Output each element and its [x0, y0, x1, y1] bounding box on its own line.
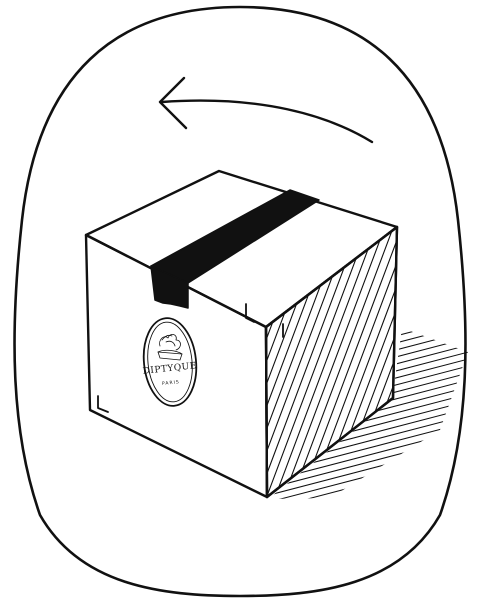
shipping-box: DIPTYQUE PARIS	[84, 169, 480, 520]
box-right-face	[264, 225, 399, 499]
front-corner-mark-bl	[97, 395, 109, 413]
outer-frame	[13, 5, 467, 598]
packing-tape-front	[150, 265, 189, 309]
hatch-line	[411, 200, 480, 520]
hatch-line	[420, 200, 480, 520]
hatch-line	[445, 200, 480, 520]
hatch-line	[428, 200, 480, 520]
label-city-text: PARIS	[162, 379, 180, 387]
hatch-line	[403, 200, 480, 520]
packing-tape-top	[150, 189, 320, 284]
hatch-line	[266, 227, 388, 497]
box-right-face-hatch	[266, 200, 480, 520]
label-emblem-icon	[157, 334, 183, 361]
label-brand-text: DIPTYQUE	[142, 361, 197, 377]
brand-label: DIPTYQUE PARIS	[142, 317, 197, 407]
front-corner-mark-tr	[245, 303, 255, 323]
rotate-left-arrow-icon	[158, 76, 374, 144]
hatch-line	[437, 200, 480, 520]
hatch-line	[274, 227, 396, 497]
hatch-line	[454, 200, 480, 520]
hatch-line	[282, 227, 397, 497]
